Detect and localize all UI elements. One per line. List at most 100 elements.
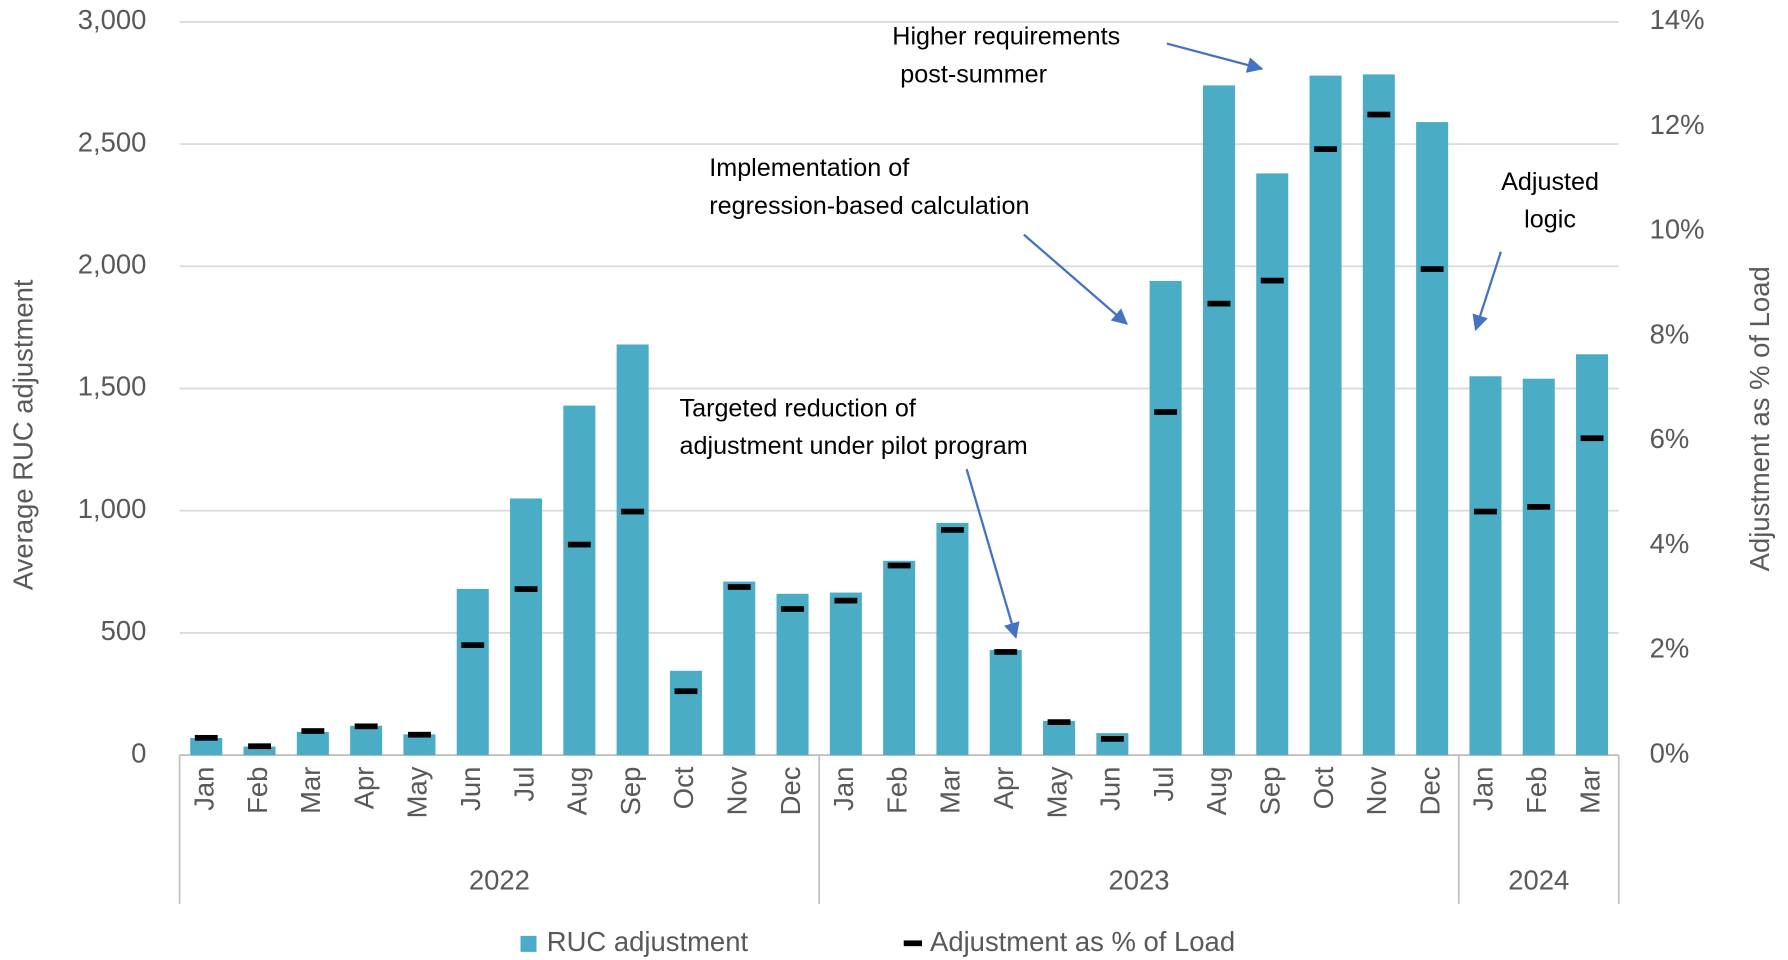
bar	[243, 746, 276, 756]
x-tick-label: Jan	[189, 767, 220, 811]
bar	[1256, 173, 1289, 756]
x-tick-label: Feb	[242, 767, 273, 814]
y-tick-label: 3,000	[78, 4, 147, 35]
bar	[989, 650, 1022, 756]
x-tick-label: Mar	[1574, 767, 1605, 814]
marker	[994, 649, 1018, 655]
y2-tick-label: 10%	[1650, 214, 1705, 245]
year-label: 2022	[469, 864, 530, 895]
x-tick-label: Mar	[935, 767, 966, 814]
bar	[616, 344, 649, 756]
marker	[1367, 111, 1391, 118]
x-tick-label: Feb	[1521, 767, 1552, 814]
x-tick-label: May	[402, 766, 433, 818]
x-tick-label: Feb	[881, 767, 912, 814]
marker	[514, 586, 538, 592]
marker	[1260, 277, 1284, 284]
y-tick-label: 2,000	[78, 249, 147, 280]
y2-tick-label: 0%	[1650, 737, 1690, 768]
marker	[567, 541, 591, 548]
x-tick-label: Dec	[775, 767, 806, 816]
bar	[1576, 354, 1609, 756]
y2-axis-label: Adjustment as % of Load	[1744, 266, 1775, 571]
bar	[1202, 85, 1235, 756]
marker	[1580, 435, 1604, 442]
annotation: Implementation of	[709, 154, 910, 182]
annotation-arrow	[1166, 42, 1264, 73]
x-tick-label: Sep	[1254, 767, 1285, 816]
x-tick-label: Jan	[1468, 767, 1499, 811]
y2-tick-label: 12%	[1650, 109, 1705, 140]
marker	[194, 734, 218, 741]
annotation: Higher requirements	[892, 23, 1120, 51]
x-tick-label: Jul	[508, 767, 539, 802]
x-tick-label: Aug	[1201, 767, 1232, 816]
bar	[190, 738, 223, 756]
y-tick-label: 1,000	[78, 493, 147, 524]
x-tick-label: Oct	[668, 766, 699, 809]
y2-tick-label: 8%	[1650, 318, 1690, 349]
bar	[829, 592, 862, 756]
marker	[354, 723, 378, 730]
legend-label: Adjustment as % of Load	[930, 926, 1235, 957]
y-tick-label: 2,500	[78, 126, 147, 157]
annotation-arrow	[1023, 233, 1129, 325]
x-tick-label: Apr	[988, 767, 1019, 810]
bar	[1043, 720, 1076, 756]
x-tick-label: Nov	[1361, 766, 1392, 815]
legend-swatch	[520, 935, 537, 952]
annotation: Adjusted	[1501, 168, 1599, 196]
x-tick-label: Nov	[721, 766, 752, 815]
marker	[834, 597, 858, 604]
legend-label: RUC adjustment	[547, 926, 749, 957]
bar	[1362, 74, 1395, 756]
marker	[1047, 719, 1071, 725]
bar	[723, 581, 756, 756]
marker	[727, 584, 751, 590]
marker	[1314, 146, 1337, 152]
annotation: logic	[1524, 206, 1576, 234]
marker	[887, 562, 911, 569]
bar	[296, 731, 329, 756]
marker	[301, 728, 325, 734]
bar	[456, 588, 489, 756]
bar	[1149, 280, 1182, 756]
bar	[1522, 378, 1555, 756]
marker	[621, 508, 645, 515]
x-tick-label: Aug	[562, 767, 593, 816]
year-label: 2024	[1508, 864, 1569, 895]
x-tick-label: Jun	[455, 767, 486, 811]
legend-swatch	[903, 940, 923, 947]
marker	[941, 527, 964, 533]
y-tick-label: 500	[101, 615, 147, 646]
x-tick-label: Mar	[295, 767, 326, 814]
marker	[248, 743, 271, 750]
bar	[1469, 376, 1502, 756]
marker	[781, 606, 804, 612]
y2-tick-label: 2%	[1650, 633, 1690, 664]
x-tick-label: Jul	[1148, 767, 1179, 802]
bar	[403, 734, 436, 756]
y-tick-label: 1,500	[78, 371, 147, 402]
marker	[1474, 508, 1497, 515]
y2-tick-label: 6%	[1650, 423, 1690, 454]
annotation-arrow	[1472, 251, 1502, 332]
marker	[1154, 409, 1178, 415]
marker	[1527, 503, 1551, 510]
annotation: post-summer	[900, 60, 1047, 88]
bar	[776, 593, 809, 756]
bar	[510, 498, 543, 756]
x-tick-label: Dec	[1414, 767, 1445, 816]
marker	[461, 642, 485, 648]
bar	[883, 560, 916, 756]
marker	[674, 688, 698, 695]
y2-tick-label: 14%	[1650, 4, 1705, 35]
bar	[1309, 75, 1342, 756]
y2-tick-label: 4%	[1650, 528, 1690, 559]
x-tick-label: May	[1041, 766, 1072, 818]
annotation: Targeted reduction of	[680, 394, 917, 422]
bar	[563, 405, 596, 756]
bar	[350, 725, 383, 756]
